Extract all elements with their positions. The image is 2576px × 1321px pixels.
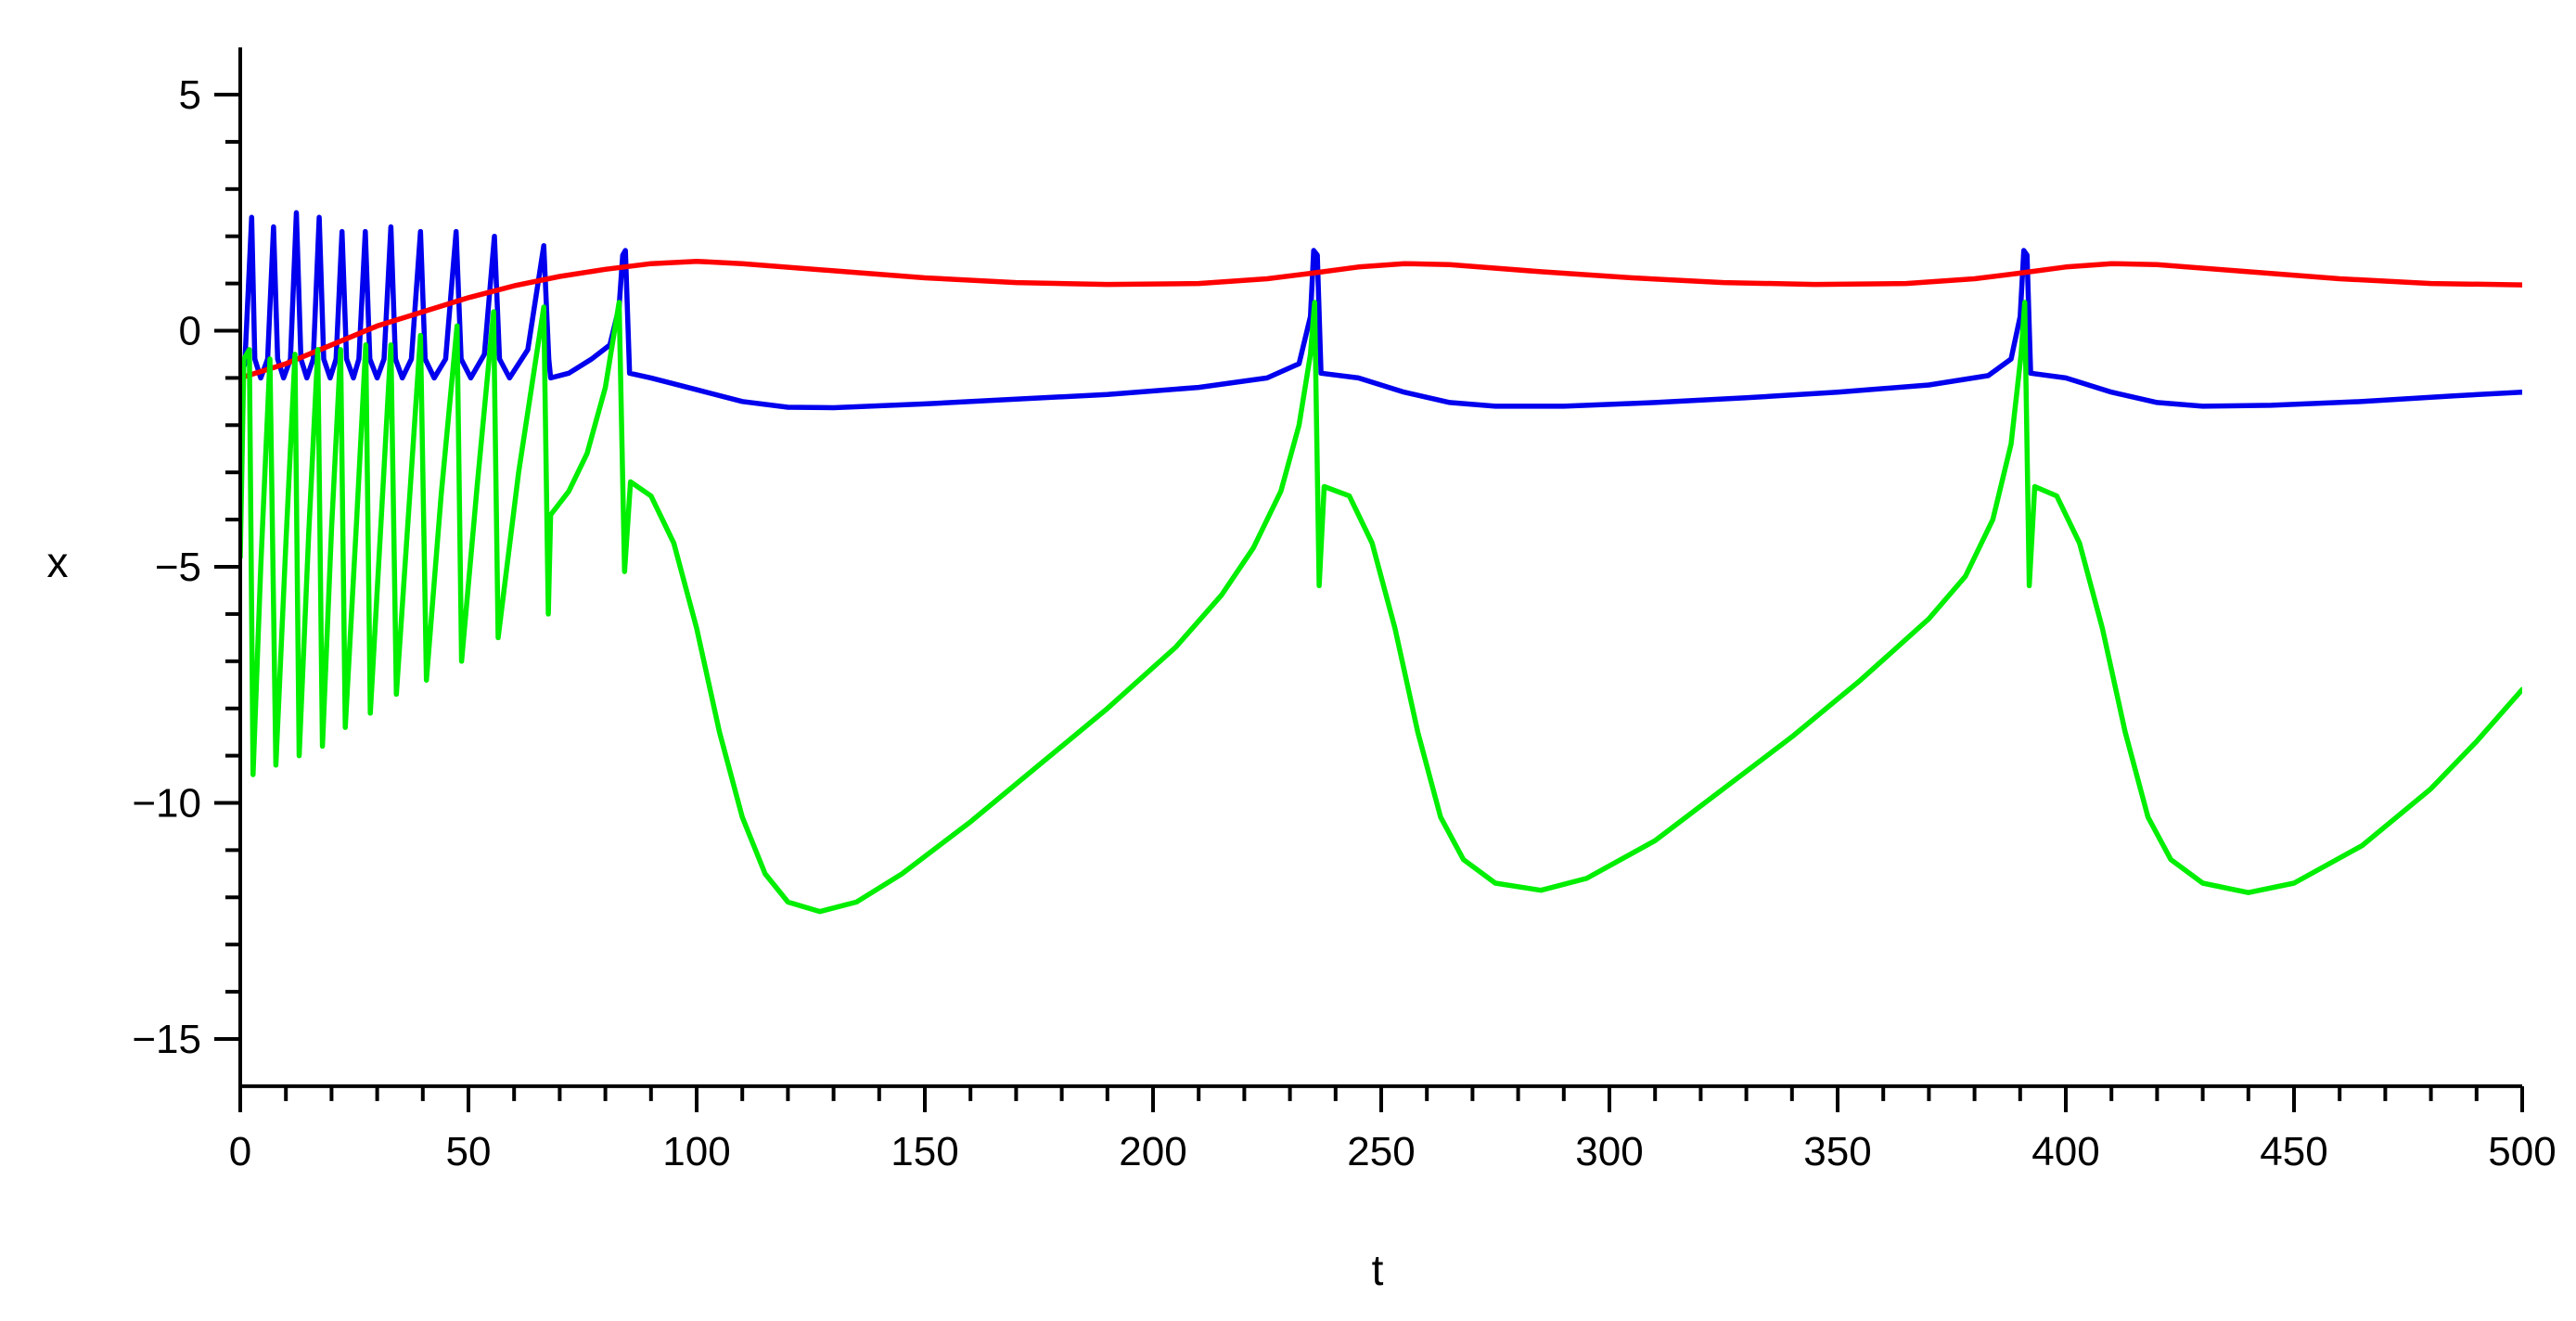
series-line-2	[240, 258, 2522, 381]
y-axis-title: x	[47, 538, 69, 586]
axes-layer: 50−5−10−150 50 100 150 200 250 300 350 400 450 500	[132, 47, 2557, 1174]
x-tick-label: 0	[229, 1129, 251, 1174]
x-tick-label: 350	[1803, 1129, 1871, 1174]
x-tick-label: 500	[2488, 1129, 2556, 1174]
x-tick-label: 150	[891, 1129, 958, 1174]
x-tick-label: 250	[1347, 1129, 1415, 1174]
x-tick-label: 400	[2031, 1129, 2099, 1174]
series-layer	[240, 210, 2522, 915]
y-tick-label: −10	[132, 781, 201, 827]
x-tick-label: 300	[1575, 1129, 1643, 1174]
x-tick-label: 450	[2260, 1129, 2327, 1174]
y-tick-label: 5	[179, 72, 201, 118]
series-line-1	[240, 210, 2522, 411]
x-tick-label: 200	[1119, 1129, 1186, 1174]
y-tick-label: 0	[179, 309, 201, 354]
y-tick-label: −5	[155, 545, 201, 590]
series-line-3	[240, 300, 2522, 915]
x-axis-title: t	[1372, 1246, 1384, 1294]
x-tick-label: 100	[662, 1129, 730, 1174]
y-tick-label: −15	[132, 1017, 201, 1062]
x-tick-label: 50	[446, 1129, 492, 1174]
